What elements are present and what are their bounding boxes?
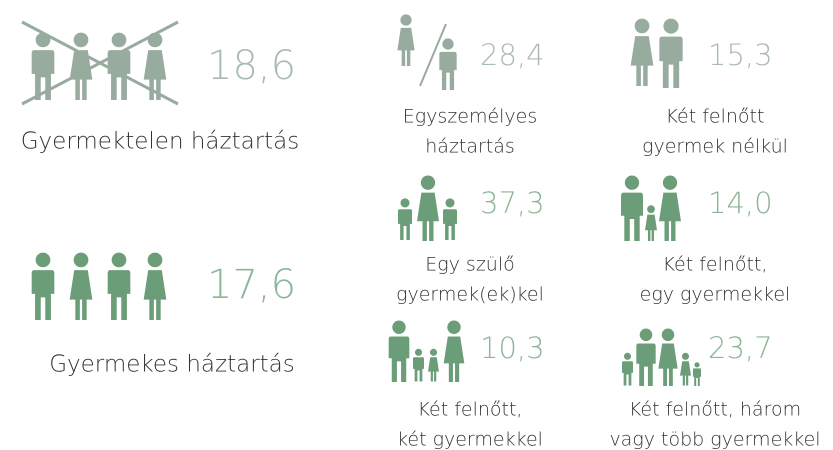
label: két gyermekkel [397,429,543,450]
one-child-icon [621,175,681,241]
label: Egyszemélyes [403,106,538,128]
label: Gyermektelen háztartás [21,129,300,155]
label: Két felnőtt [666,106,765,128]
value: 10,3 [480,331,545,365]
label: Két felnőtt, három [629,399,801,421]
label: Két felnőtt, [663,254,768,276]
label: Egy szülő [425,254,515,276]
household-items: 28,4 Egyszemélyes háztartás 15,3 Két felnőtt… [396,38,820,450]
label: gyermek(ek)kel [396,284,544,306]
label: Gyermekes háztartás [49,352,295,378]
value: 14,0 [708,186,773,220]
childless-icons [21,20,179,106]
couple-icon [630,18,683,88]
value: 28,4 [480,38,545,72]
single-icon [397,14,457,90]
label: Két felnőtt, [418,399,523,421]
value: 37,3 [480,186,545,220]
label: gyermek nélkül [642,136,788,158]
value: 23,7 [708,331,773,365]
label: vagy több gyermekkel [609,429,820,450]
label: egy gyermekkel [640,284,791,306]
value: 15,3 [708,38,773,72]
children-icons [31,252,167,320]
value: 17,6 [207,262,296,308]
single-parent-icon [398,175,457,241]
two-children-icon [388,320,465,382]
three-children-icon [622,328,701,386]
label: háztartás [425,136,515,158]
value: 18,6 [207,43,296,89]
